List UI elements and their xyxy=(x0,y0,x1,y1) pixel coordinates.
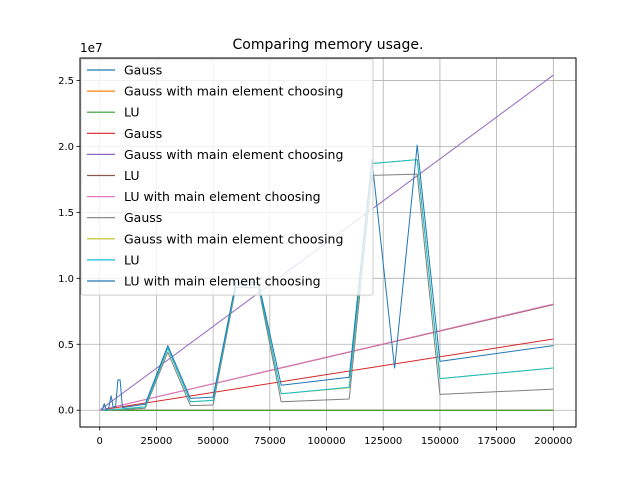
legend-label: Gauss with main element choosing xyxy=(124,147,343,162)
plot-frame xyxy=(79,57,577,428)
y-tick-label: 0.5 xyxy=(58,340,74,351)
x-tick-label: 200000 xyxy=(534,436,572,447)
legend-label: LU with main element choosing xyxy=(124,189,321,204)
legend-label: Gauss xyxy=(124,126,162,141)
y-tick-label: 2.0 xyxy=(58,142,74,153)
tick-layer: 0 25000 50000 75000 100000 125000 150000 175000… xyxy=(58,76,572,447)
x-tick-label: 150000 xyxy=(421,436,459,447)
series-line-7 xyxy=(99,303,554,411)
y-offset-label: 1e7 xyxy=(80,41,103,55)
legend-label: LU xyxy=(124,168,140,183)
y-tick-label: 1.0 xyxy=(58,274,74,285)
legend-label: Gauss with main element choosing xyxy=(124,231,343,246)
legend: Gauss Gauss with main element choosing LU G… xyxy=(80,58,374,296)
x-tick-label: 125000 xyxy=(364,436,402,447)
x-tick-label: 175000 xyxy=(478,436,516,447)
x-tick-label: 75000 xyxy=(254,436,286,447)
series-line-4 xyxy=(99,338,554,411)
legend-label: LU xyxy=(124,105,140,120)
legend-frame xyxy=(80,58,374,296)
y-tick-label: 0.0 xyxy=(58,406,74,417)
y-tick-label: 2.5 xyxy=(58,76,74,87)
y-tick-label: 1.5 xyxy=(58,208,74,219)
chart-title: Comparing memory usage. xyxy=(233,37,424,53)
legend-label: LU with main element choosing xyxy=(124,274,321,289)
x-tick-label: 25000 xyxy=(141,436,173,447)
x-tick-label: 100000 xyxy=(307,436,345,447)
legend-label: Gauss xyxy=(124,210,162,225)
x-tick-label: 50000 xyxy=(197,436,229,447)
legend-label: Gauss xyxy=(124,63,162,78)
legend-label: LU xyxy=(124,252,140,267)
series-line-11 xyxy=(101,144,554,411)
x-tick-label: 0 xyxy=(97,436,103,447)
legend-label: Gauss with main element choosing xyxy=(124,84,343,99)
